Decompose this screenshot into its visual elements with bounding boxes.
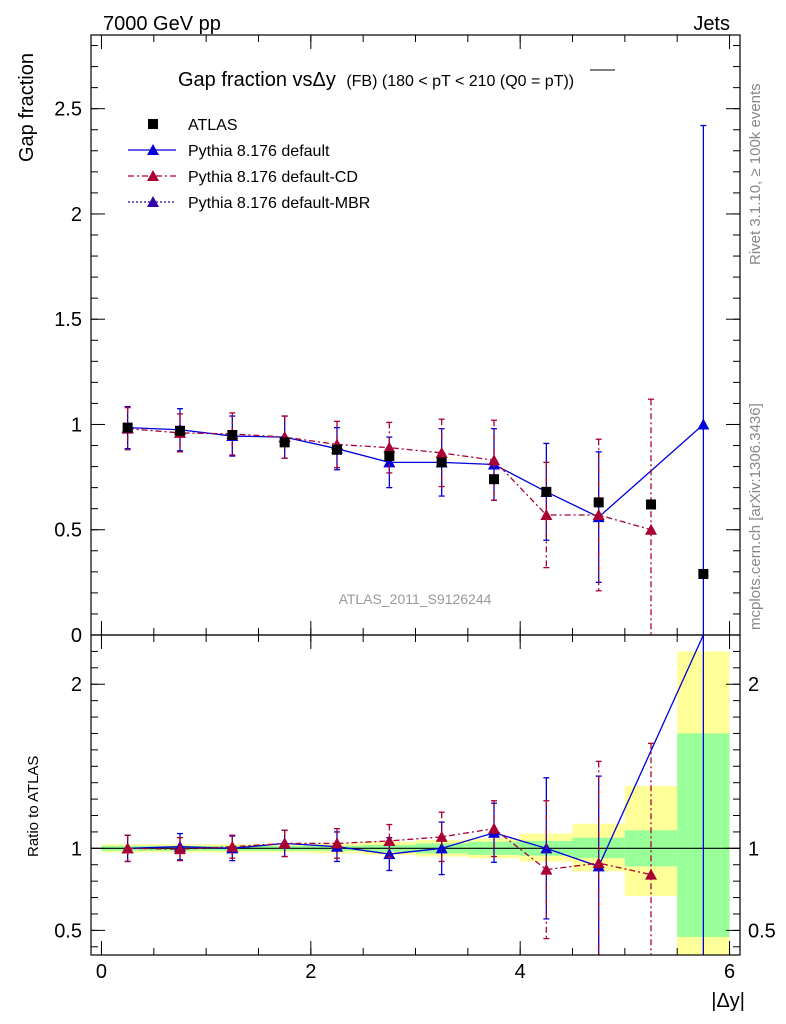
legend-marker-square <box>148 119 158 129</box>
series-marker-top <box>383 456 396 468</box>
series-marker-ratio <box>540 863 553 875</box>
series-marker-ratio <box>488 822 501 834</box>
x-tick-label: 2 <box>305 961 316 983</box>
mcplots-label: mcplots.cern.ch [arXiv:1306.3436] <box>747 403 764 630</box>
mc-uncertainty-bands <box>101 651 730 955</box>
atlas-data-marker <box>174 425 185 436</box>
x-tick-label: 6 <box>724 961 735 983</box>
atlas-data-marker <box>227 430 238 440</box>
y-top-tick-label: 0.5 <box>54 520 82 542</box>
analysis-watermark: ATLAS_2011_S9126244 <box>339 591 492 607</box>
series-marker-ratio <box>645 868 658 880</box>
legend-marker-triangle <box>147 170 159 181</box>
series-marker-ratio <box>121 842 134 854</box>
chart-title-main: Gap fraction vsΔy <box>178 69 336 91</box>
atlas-data-marker <box>489 474 500 485</box>
header-energy-label: 7000 GeV pp <box>103 13 221 35</box>
top-y-axis-title: Gap fraction <box>16 53 38 162</box>
axis-ticks: 0 2 4 6 0 0.5 1 1.5 2 2.5 0.5 0.5 1 1 2 2 <box>54 35 776 983</box>
legend-label: Pythia 8.176 default-CD <box>188 169 358 186</box>
series-marker-top <box>592 509 605 520</box>
atlas-data-marker <box>698 568 709 579</box>
series-marker-top <box>540 509 553 520</box>
legend-label: Pythia 8.176 default <box>188 143 330 160</box>
y-top-tick-label: 0 <box>71 625 82 647</box>
series-marker-ratio <box>383 834 396 846</box>
series-marker-top <box>435 446 448 458</box>
x-tick-label: 4 <box>515 961 526 983</box>
series-marker-top <box>697 418 710 430</box>
atlas-data-marker <box>384 451 395 462</box>
x-axis-title: |Δy| <box>711 990 745 1012</box>
y-top-tick-label: 2 <box>71 204 82 226</box>
rivet-version-label: Rivet 3.1.10, ≥ 100k events <box>747 83 764 265</box>
series-marker-ratio <box>435 830 448 842</box>
legend-label: Pythia 8.176 default-MBR <box>188 195 370 212</box>
y-bottom-tick-label-right: 2 <box>748 674 759 696</box>
y-bottom-tick-label-left: 2 <box>71 674 82 696</box>
y-bottom-tick-label-right: 1 <box>748 838 759 860</box>
series-marker-ratio <box>173 843 186 855</box>
series-layer <box>121 124 710 955</box>
atlas-data-marker <box>331 444 342 455</box>
series-marker-top <box>488 454 501 466</box>
atlas-data-marker <box>436 457 447 468</box>
y-bottom-tick-label-left: 0.5 <box>54 920 82 942</box>
series-marker-ratio <box>435 842 448 854</box>
series-marker-ratio <box>278 837 291 849</box>
legend: ATLAS Pythia 8.176 default Pythia 8.176 de… <box>128 117 370 212</box>
series-marker-ratio <box>226 840 239 852</box>
header-jets-label: Jets <box>693 13 730 35</box>
y-top-tick-label: 1.5 <box>54 309 82 331</box>
legend-label: ATLAS <box>188 117 238 134</box>
legend-marker-triangle <box>147 196 159 207</box>
y-top-tick-label: 1 <box>71 414 82 436</box>
atlas-data-marker <box>541 486 552 497</box>
atlas-data-marker <box>646 499 657 510</box>
atlas-data-marker <box>279 437 290 448</box>
y-top-tick-label: 2.5 <box>54 99 82 121</box>
x-tick-label: 0 <box>96 961 107 983</box>
chart-title: Gap fraction vsΔy (FB) (180 < pT < 210 (… <box>178 69 574 91</box>
chart-title-detail: (FB) (180 < pT < 210 (Q0 = pT)) <box>346 73 574 90</box>
series-marker-ratio <box>592 857 605 869</box>
atlas-data-marker <box>122 422 133 433</box>
series-marker-ratio <box>330 837 343 849</box>
y-bottom-tick-label-left: 1 <box>71 838 82 860</box>
atlas-data-marker <box>593 497 604 508</box>
legend-marker-triangle <box>147 144 159 155</box>
series-marker-top <box>383 441 396 453</box>
y-bottom-tick-label-right: 0.5 <box>748 920 776 942</box>
series-line-top <box>127 423 704 518</box>
bottom-y-axis-title: Ratio to ATLAS <box>25 756 42 857</box>
series-marker-top <box>645 523 658 535</box>
